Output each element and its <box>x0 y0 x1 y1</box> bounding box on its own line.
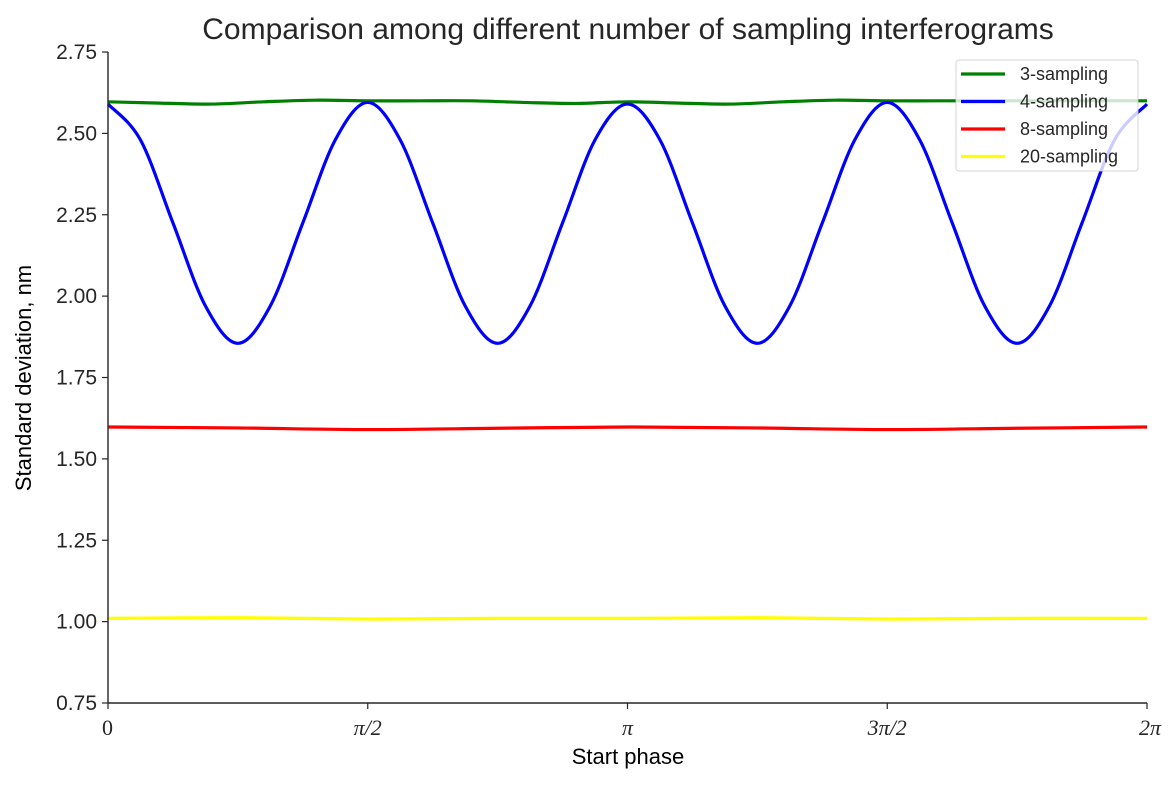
series-line-20-sampling <box>107 616 1148 621</box>
chart-title: Comparison among different number of sam… <box>202 13 1054 46</box>
x-tick-label: π/2 <box>354 715 382 740</box>
y-tick-label: 0.75 <box>56 692 97 715</box>
series-line-4-sampling <box>106 100 1149 345</box>
y-axis-label: Standard deviation, nm <box>11 265 36 491</box>
y-tick-label: 1.75 <box>56 367 97 390</box>
y-tick-label: 1.25 <box>56 529 97 552</box>
legend-label-3-sampling: 3-sampling <box>1020 64 1108 84</box>
x-tick-label: 3π/2 <box>867 715 907 740</box>
y-tick-label: 2.00 <box>56 285 97 308</box>
legend-label-4-sampling: 4-sampling <box>1020 92 1108 112</box>
series-line-8-sampling <box>107 425 1148 432</box>
legend-box <box>955 59 1139 172</box>
y-tick-label: 2.25 <box>56 204 97 227</box>
y-tick-label: 2.50 <box>56 122 97 145</box>
x-tick-label: 0 <box>102 715 113 740</box>
y-tick-label: 2.75 <box>56 41 97 64</box>
y-tick-label: 1.00 <box>56 611 97 634</box>
x-tick-label: 2π <box>1139 715 1162 740</box>
x-tick-label: π <box>622 715 634 740</box>
legend: 3-sampling 4-sampling 8-sampling 20-samplin… <box>955 59 1139 172</box>
x-ticks: 0 π/2 π 3π/2 2π <box>102 703 1162 740</box>
plot-lines <box>106 98 1149 621</box>
y-ticks: 0.75 1.00 1.25 1.50 1.75 2.00 2.25 2.50 2.75 <box>56 41 108 715</box>
x-axis-label: Start phase <box>572 744 685 769</box>
legend-label-8-sampling: 8-sampling <box>1020 119 1108 139</box>
y-tick-label: 1.50 <box>56 448 97 471</box>
legend-label-20-sampling: 20-sampling <box>1020 147 1118 167</box>
